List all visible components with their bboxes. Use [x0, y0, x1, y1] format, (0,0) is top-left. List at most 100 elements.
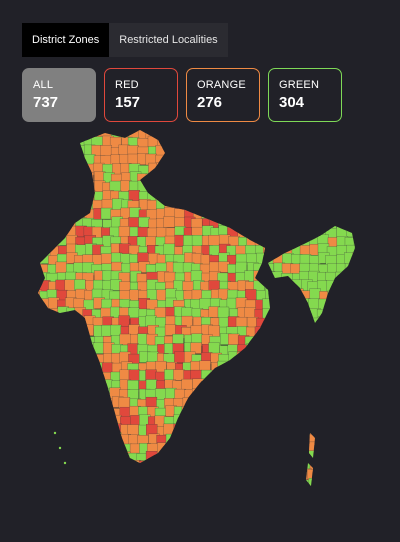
- district-cell: [353, 478, 364, 489]
- district-cell: [353, 173, 364, 184]
- district-cell: [317, 380, 328, 391]
- district-cell: [182, 163, 193, 174]
- district-cell: [183, 515, 194, 526]
- district-cell: [65, 470, 76, 481]
- district-cell: [157, 443, 168, 454]
- district-cell: [39, 451, 50, 462]
- district-cell: [30, 128, 41, 139]
- district-cell: [130, 525, 141, 528]
- district-cell: [49, 514, 60, 525]
- district-cell: [218, 361, 229, 372]
- district-cell: [30, 200, 40, 211]
- zone-card-green[interactable]: GREEN 304: [268, 68, 342, 122]
- district-cell: [292, 226, 303, 237]
- district-cell: [56, 235, 67, 246]
- district-cell: [362, 406, 370, 417]
- district-cell: [83, 498, 94, 509]
- zone-card-orange[interactable]: ORANGE 276: [186, 68, 260, 122]
- district-cell: [300, 326, 311, 337]
- district-cell: [229, 138, 240, 149]
- district-cell: [38, 210, 49, 221]
- district-cell: [211, 190, 222, 201]
- district-cell: [30, 318, 40, 329]
- district-cell: [335, 370, 346, 381]
- tab-restricted-localities[interactable]: Restricted Localities: [109, 23, 227, 57]
- district-cell: [200, 435, 211, 446]
- district-cell: [265, 318, 276, 329]
- district-cell: [283, 174, 294, 185]
- district-cell: [85, 379, 96, 390]
- district-cell: [57, 208, 68, 219]
- district-cell: [202, 183, 213, 194]
- district-cell: [354, 200, 365, 211]
- district-cell: [245, 146, 256, 157]
- district-cell: [201, 488, 212, 499]
- district-cell: [273, 380, 284, 391]
- district-cell: [238, 137, 249, 148]
- district-cell: [76, 505, 87, 516]
- district-cell: [174, 471, 185, 482]
- district-cell: [336, 192, 347, 203]
- district-cell: [291, 390, 302, 401]
- district-cell: [301, 514, 312, 525]
- district-cell: [103, 444, 114, 455]
- district-cell: [67, 210, 78, 221]
- district-cell: [94, 424, 105, 435]
- district-cell: [291, 191, 302, 202]
- district-cell: [192, 199, 203, 210]
- district-cell: [229, 379, 240, 390]
- district-cell: [246, 426, 257, 437]
- zone-card-all[interactable]: ALL 737: [22, 68, 96, 122]
- district-cell: [155, 480, 166, 491]
- district-cell: [30, 281, 41, 292]
- district-cell: [74, 479, 85, 490]
- district-cell: [66, 327, 77, 338]
- district-cell: [128, 497, 139, 508]
- district-cell: [30, 381, 41, 392]
- india-district-map[interactable]: [30, 128, 370, 528]
- district-cell: [85, 515, 96, 526]
- district-cell: [362, 281, 370, 292]
- district-cell: [30, 183, 40, 194]
- district-cell: [228, 488, 239, 499]
- district-cell: [30, 226, 41, 237]
- district-cell: [48, 210, 59, 221]
- tab-district-zones[interactable]: District Zones: [22, 23, 109, 57]
- district-cell: [364, 272, 370, 283]
- zone-card-count: 157: [115, 94, 167, 111]
- district-cell: [317, 309, 328, 320]
- district-cell: [308, 353, 319, 364]
- district-cell: [48, 138, 59, 149]
- district-cell: [48, 498, 59, 509]
- district-cell: [299, 200, 310, 211]
- district-cell: [128, 308, 139, 319]
- district-cell: [128, 506, 139, 517]
- island-dot: [54, 432, 56, 434]
- district-cell: [157, 506, 168, 517]
- district-cell: [273, 156, 284, 167]
- district-cell: [227, 442, 238, 453]
- district-cell: [290, 128, 301, 139]
- district-cell: [67, 390, 78, 401]
- district-cell: [264, 336, 275, 347]
- district-cell: [310, 138, 321, 149]
- zone-card-red[interactable]: RED 157: [104, 68, 178, 122]
- district-cell: [317, 417, 328, 428]
- district-cell: [191, 433, 202, 444]
- district-cell: [102, 488, 113, 499]
- district-cell: [30, 470, 41, 481]
- district-cell: [318, 299, 329, 310]
- district-cell: [308, 489, 319, 500]
- district-cell: [31, 174, 42, 185]
- district-cell: [209, 470, 220, 481]
- district-cell: [281, 227, 292, 238]
- district-cell: [264, 209, 275, 220]
- district-cell: [138, 507, 149, 518]
- district-cell: [344, 137, 355, 148]
- district-cell: [166, 462, 177, 473]
- district-cell: [94, 435, 105, 446]
- district-cell: [94, 389, 105, 400]
- district-cell: [301, 192, 312, 203]
- district-cell: [300, 155, 311, 166]
- district-cell: [282, 190, 293, 201]
